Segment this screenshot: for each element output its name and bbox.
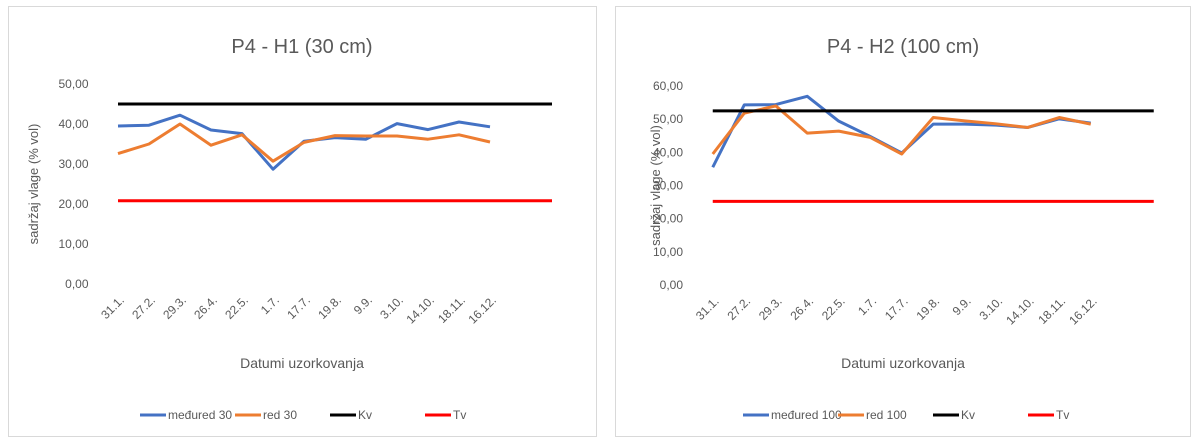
- legend-label: Tv: [1056, 408, 1069, 422]
- legend-label: red 100: [866, 408, 907, 422]
- legend-label: red 30: [263, 408, 297, 422]
- y-tick-label: 0,00: [660, 278, 684, 292]
- legend-label: međured 30: [168, 408, 232, 422]
- y-tick-label: 30,00: [653, 179, 683, 193]
- y-tick-label: 60,00: [653, 79, 683, 93]
- y-tick-label: 20,00: [653, 212, 683, 226]
- y-tick-label: 10,00: [653, 245, 683, 259]
- x-axis-title: Datumi uzorkovanja: [240, 355, 364, 371]
- legend-label: Kv: [961, 408, 975, 422]
- y-tick-label: 0,00: [65, 277, 89, 291]
- y-axis-title: sadržaj vlage (% vol): [648, 125, 663, 246]
- y-tick-label: 10,00: [58, 237, 88, 251]
- y-tick-label: 50,00: [653, 112, 683, 126]
- legend-label: Tv: [453, 408, 466, 422]
- legend-label: međured 100: [771, 408, 842, 422]
- y-tick-label: 50,00: [58, 77, 88, 91]
- data-line: [117, 122, 491, 163]
- y-tick-label: 40,00: [653, 145, 683, 159]
- legend-label: Kv: [358, 408, 372, 422]
- data-line: [711, 104, 1092, 156]
- chart-frame: [615, 6, 1191, 437]
- chart-frame: [8, 6, 597, 437]
- x-axis-title: Datumi uzorkovanja: [841, 355, 965, 371]
- y-axis-title: sadržaj vlage (% vol): [26, 124, 41, 245]
- chart-title: P4 - H2 (100 cm): [827, 36, 979, 58]
- y-tick-label: 20,00: [58, 197, 88, 211]
- y-tick-label: 40,00: [58, 117, 88, 131]
- y-tick-label: 30,00: [58, 157, 88, 171]
- chart-title: P4 - H1 (30 cm): [231, 36, 372, 58]
